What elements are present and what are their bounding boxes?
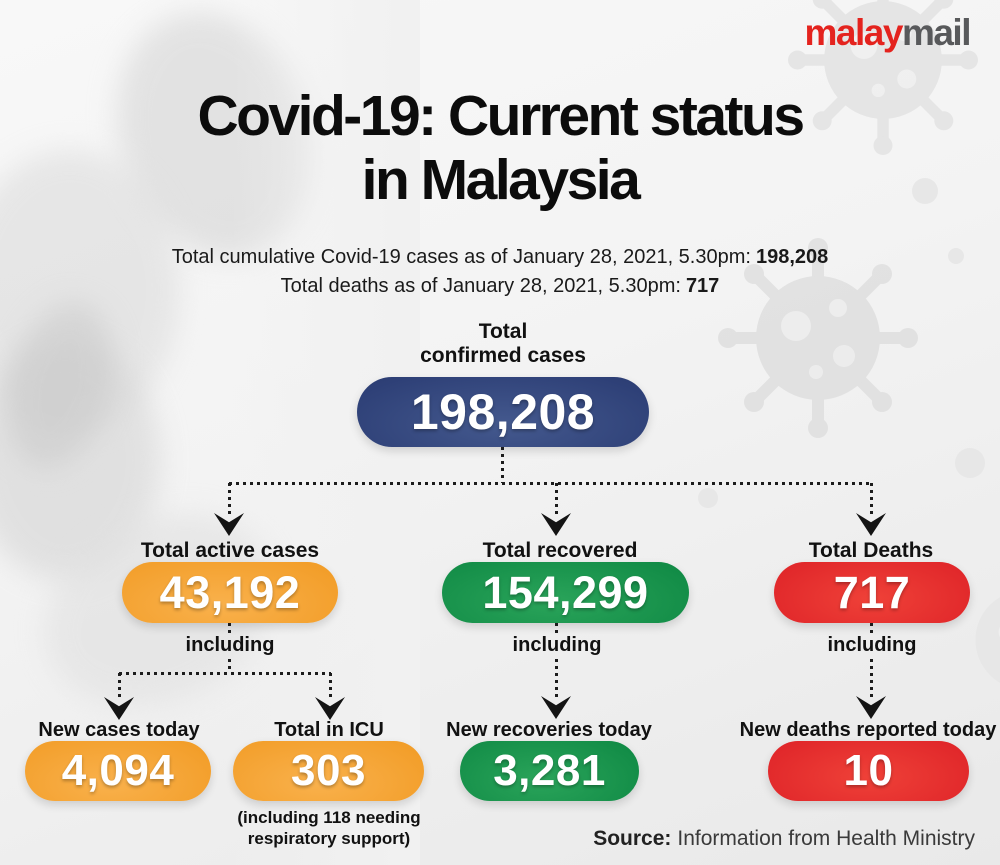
connector-line (870, 483, 873, 515)
active-cases-pill: 43,192 (122, 562, 338, 623)
connector-line (501, 447, 504, 483)
summary-line-1-text: Total cumulative Covid-19 cases as of Ja… (171, 246, 751, 268)
connector-line (555, 623, 558, 635)
summary-line-1: Total cumulative Covid-19 cases as of Ja… (0, 243, 1000, 272)
summary-line-2: Total deaths as of January 28, 2021, 5.3… (0, 272, 1000, 301)
virus-icon (718, 238, 918, 438)
new-cases-label: New cases today (38, 719, 200, 741)
active-cases-label: Total active cases (140, 539, 320, 562)
decor-circle (955, 448, 985, 478)
title-line-2: in Malaysia (361, 148, 641, 212)
connector-line (229, 482, 872, 485)
recovered-pill: 154,299 (442, 562, 689, 623)
deaths-label: Total Deaths (808, 539, 934, 562)
including-label-active: including (185, 634, 275, 656)
logo-text-red: malay (804, 12, 904, 53)
root-label: Total confirmed cases (353, 320, 653, 368)
icu-note: (including 118 needing respiratory suppo… (204, 807, 454, 849)
malaymail-logo: malaymail (804, 12, 972, 53)
total-confirmed-pill: 198,208 (357, 377, 649, 447)
root-label-line-2: confirmed cases (420, 344, 586, 367)
source-line: Source: Information from Health Ministry (593, 827, 975, 851)
summary-line-1-value: 198,208 (755, 246, 829, 268)
decor-circle (912, 178, 938, 204)
connector-line (228, 623, 231, 635)
connector-line (329, 673, 332, 699)
title-line-1: Covid-19: Current status (197, 84, 805, 148)
logo-text-gray: mail (901, 12, 972, 53)
source-text: Information from Health Ministry (677, 827, 975, 850)
new-deaths-pill: 10 (768, 741, 969, 801)
summary-line-2-value: 717 (685, 275, 720, 297)
including-label-recovered: including (512, 634, 602, 656)
connector-line (555, 659, 558, 698)
summary-line-2-text: Total deaths as of January 28, 2021, 5.3… (280, 275, 681, 297)
connector-line (870, 659, 873, 698)
virus-icon (788, 0, 978, 155)
source-label: Source: (593, 827, 672, 850)
icu-label: Total in ICU (274, 719, 384, 741)
connector-line (870, 623, 873, 635)
new-deaths-label: New deaths reported today (739, 719, 997, 741)
including-label-deaths: including (827, 634, 917, 656)
decor-circle (698, 488, 718, 508)
connector-line (118, 673, 121, 699)
decor-circle (948, 248, 964, 264)
icu-pill: 303 (233, 741, 424, 801)
new-recoveries-label: New recoveries today (446, 719, 652, 741)
root-label-line-1: Total (478, 320, 528, 343)
new-recoveries-pill: 3,281 (460, 741, 639, 801)
deaths-pill: 717 (774, 562, 970, 623)
recovered-label: Total recovered (482, 539, 638, 562)
photo-fade (0, 0, 420, 865)
page-title: Covid-19: Current status in Malaysia (0, 84, 1000, 212)
connector-line (555, 483, 558, 515)
icu-note-line-2: respiratory support) (247, 829, 411, 848)
new-cases-pill: 4,094 (25, 741, 211, 801)
connector-line (119, 672, 331, 675)
icu-note-line-1: (including 118 needing (237, 808, 421, 827)
connector-line (228, 483, 231, 515)
connector-line (228, 659, 231, 673)
summary-block: Total cumulative Covid-19 cases as of Ja… (0, 243, 1000, 301)
